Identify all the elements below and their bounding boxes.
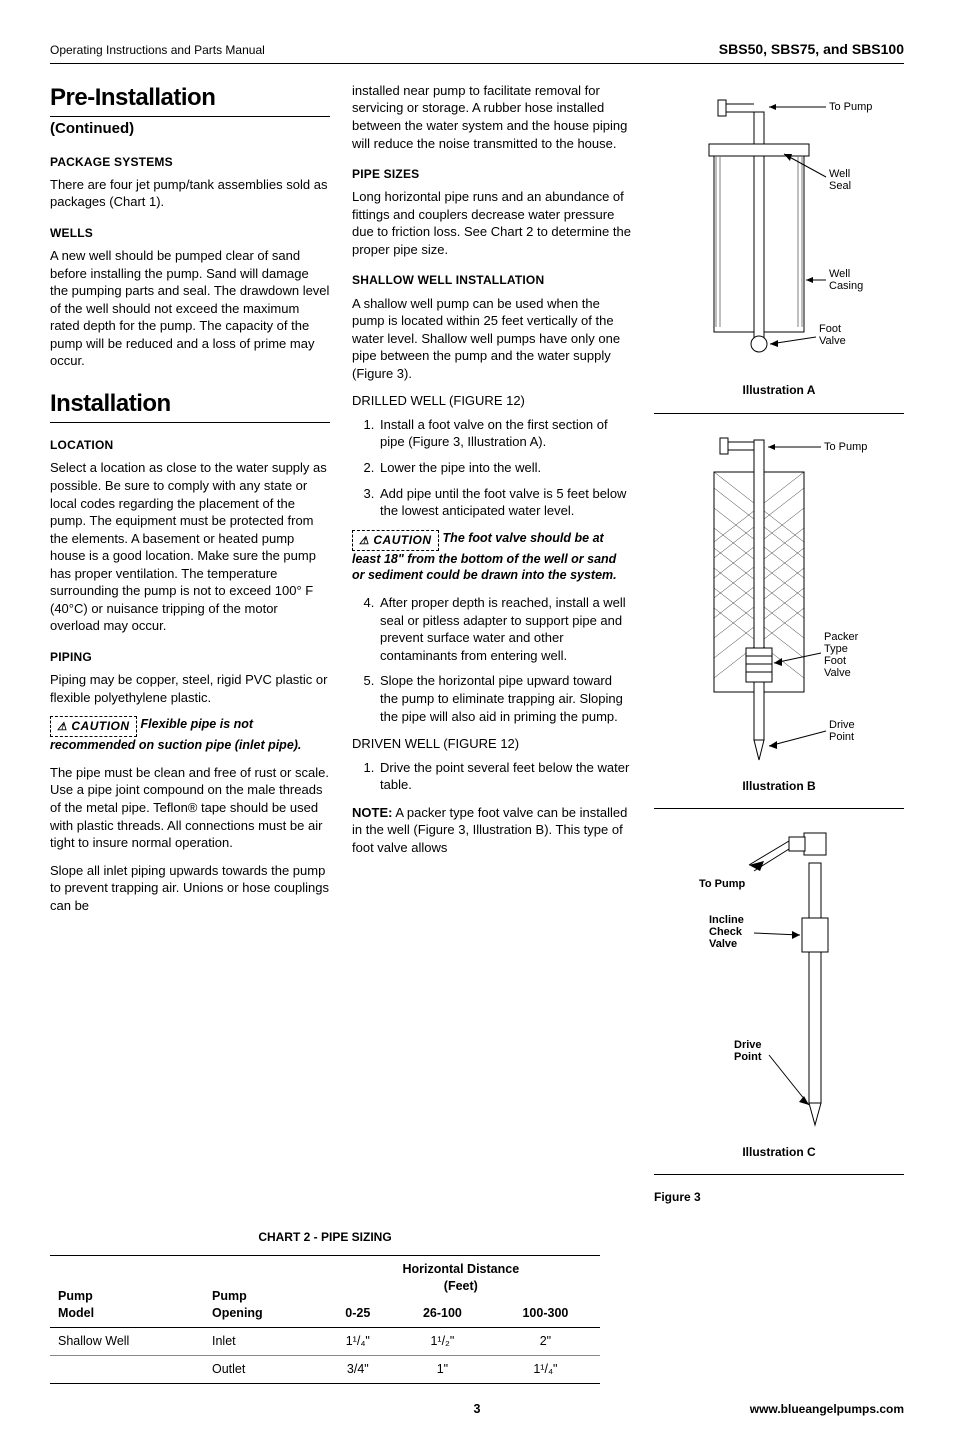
separator [654, 808, 904, 809]
illusC-label-topump: To Pump [699, 878, 746, 890]
location-head: LOCATION [50, 437, 330, 453]
chart-2-table: Pump Model Pump Opening Horizontal Dista… [50, 1255, 600, 1383]
th-range-0: 0-25 [322, 1300, 394, 1327]
wells-head: WELLS [50, 225, 330, 241]
td-val-0-1: 1¹/₂" [394, 1328, 491, 1356]
illusA-label-foot: FootValve [819, 323, 846, 347]
illusA-label-topump: To Pump [829, 101, 872, 113]
cont-top: installed near pump to facilitate remova… [352, 82, 632, 152]
th-pump-model: Pump Model [50, 1256, 204, 1328]
th-range-2: 100-300 [491, 1300, 600, 1327]
illustration-b-svg: To Pump PackerTypeFootValve DrivePoint [654, 428, 904, 768]
package-systems-body: There are four jet pump/tank assemblies … [50, 176, 330, 211]
illusB-label-packer: PackerTypeFootValve [824, 631, 859, 679]
td-val-0-2: 2" [491, 1328, 600, 1356]
column-right: To Pump WellSeal WellCasing FootValve Il… [654, 82, 904, 1205]
driven-steps: Drive the point several feet below the w… [352, 759, 632, 794]
figure-3-caption: Figure 3 [654, 1189, 904, 1205]
wells-body: A new well should be pumped clear of san… [50, 247, 330, 370]
caution-icon: CAUTION [50, 716, 137, 737]
th-pump-opening: Pump Opening [204, 1256, 322, 1328]
pipe-sizes-head: PIPE SIZES [352, 166, 632, 182]
illusB-label-topump: To Pump [824, 441, 867, 453]
td-val-1-0: 3/4" [322, 1355, 394, 1383]
list-item: Add pipe until the foot valve is 5 feet … [378, 485, 632, 520]
chart-2-wrap: CHART 2 - PIPE SIZING Pump Model Pump Op… [50, 1229, 904, 1384]
illusA-label-casing: WellCasing [829, 268, 863, 292]
caution-2: CAUTIONThe foot valve should be at least… [352, 530, 632, 585]
illus-b-caption: Illustration B [654, 778, 904, 794]
shallow-head: SHALLOW WELL INSTALLATION [352, 272, 632, 288]
location-body: Select a location as close to the water … [50, 459, 330, 634]
page-number: 3 [335, 1401, 620, 1418]
th-horiz: Horizontal Distance (Feet) [322, 1256, 600, 1300]
th-range-1: 26-100 [394, 1300, 491, 1327]
preinstall-title: Pre-Installation [50, 82, 330, 117]
piping-body-1: Piping may be copper, steel, rigid PVC p… [50, 671, 330, 706]
drilled-head: DRILLED WELL (FIGURE 12) [352, 392, 632, 410]
caution-1: CAUTIONFlexible pipe is not recommended … [50, 716, 330, 754]
continued-label: (Continued) [50, 119, 330, 139]
pipe-sizes-body: Long horizontal pipe runs and an abundan… [352, 188, 632, 258]
illustration-c-svg: To Pump InclineCheckValve DrivePoint [654, 823, 904, 1133]
chart-2-title: CHART 2 - PIPE SIZING [50, 1229, 600, 1245]
illusC-label-drive: DrivePoint [734, 1039, 762, 1063]
package-systems-head: PACKAGE SYSTEMS [50, 154, 330, 170]
piping-body-2: The pipe must be clean and free of rust … [50, 764, 330, 852]
shallow-body: A shallow well pump can be used when the… [352, 295, 632, 383]
illus-c-caption: Illustration C [654, 1144, 904, 1160]
illusC-label-incline: InclineCheckValve [709, 914, 744, 950]
header-row: Operating Instructions and Parts Manual … [50, 40, 904, 64]
content-row: Pre-Installation (Continued) PACKAGE SYS… [50, 82, 904, 1205]
illusB-label-drive: DrivePoint [829, 719, 855, 743]
driven-head: DRIVEN WELL (FIGURE 12) [352, 735, 632, 753]
illusA-label-seal: WellSeal [829, 168, 851, 192]
list-item: Slope the horizontal pipe upward toward … [378, 672, 632, 725]
drilled-steps-1: Install a foot valve on the first sectio… [352, 416, 632, 520]
list-item: Install a foot valve on the first sectio… [378, 416, 632, 451]
note-label: NOTE: [352, 805, 392, 820]
td-val-1-1: 1" [394, 1355, 491, 1383]
note-para: NOTE: A packer type foot valve can be in… [352, 804, 632, 857]
illus-a-caption: Illustration A [654, 382, 904, 398]
td-model-0: Shallow Well [50, 1328, 204, 1356]
piping-body-3: Slope all inlet piping upwards towards t… [50, 862, 330, 915]
list-item: Drive the point several feet below the w… [378, 759, 632, 794]
separator [654, 1174, 904, 1175]
td-val-1-2: 1¹/₄" [491, 1355, 600, 1383]
separator [654, 413, 904, 414]
caution-icon: CAUTION [352, 530, 439, 551]
model-numbers: SBS50, SBS75, and SBS100 [719, 40, 904, 59]
list-item: After proper depth is reached, install a… [378, 594, 632, 664]
list-item: Lower the pipe into the well. [378, 459, 632, 477]
td-val-0-0: 1¹/₄" [322, 1328, 394, 1356]
footer-row: 3 www.blueangelpumps.com [50, 1400, 904, 1418]
piping-head: PIPING [50, 649, 330, 665]
illustration-a-svg: To Pump WellSeal WellCasing FootValve [654, 82, 904, 372]
td-model-1 [50, 1355, 204, 1383]
installation-title: Installation [50, 388, 330, 423]
td-open-1: Outlet [204, 1355, 322, 1383]
note-body: A packer type foot valve can be installe… [352, 805, 627, 855]
drilled-steps-2: After proper depth is reached, install a… [352, 594, 632, 725]
td-open-0: Inlet [204, 1328, 322, 1356]
manual-title: Operating Instructions and Parts Manual [50, 42, 265, 58]
column-middle: installed near pump to facilitate remova… [352, 82, 632, 1205]
column-left: Pre-Installation (Continued) PACKAGE SYS… [50, 82, 330, 1205]
footer-url: www.blueangelpumps.com [750, 1402, 904, 1416]
